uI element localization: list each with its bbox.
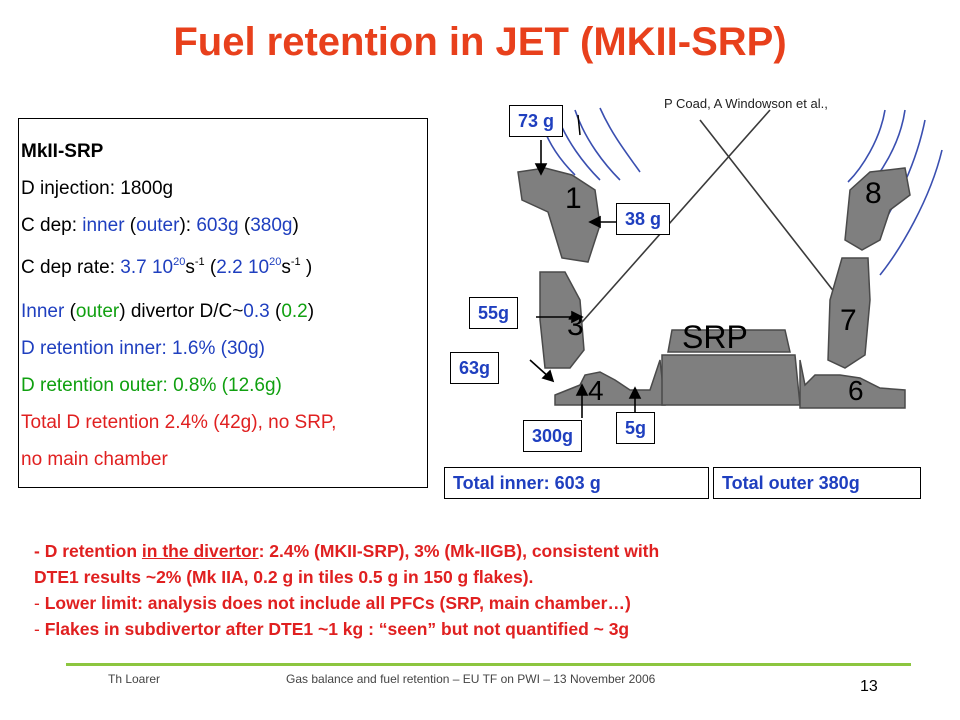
rate-inner-unit: s [185,257,195,278]
rate-inner-unit-exp: -1 [194,256,205,268]
footer-event: Gas balance and fuel retention – EU TF o… [286,672,656,686]
field-line [574,109,621,181]
total-retention-line-1: Total D retention 2.4% (42g), no SRP, [21,412,337,433]
c-dep-prefix: C dep: [21,215,83,236]
dc-sep: ( [64,301,76,322]
field-line [599,107,641,173]
c-dep-end: ) [292,215,299,236]
tile-6 [799,359,906,409]
divertor-tiles [517,167,911,409]
bullet-dash: - [34,619,45,639]
rate-inner-mantissa: 3.7 10 [120,257,174,278]
arrowhead [588,215,601,229]
c-dep-outer-word: outer [136,215,180,236]
dc-ratio-line: Inner (outer) divertor D/C~0.3 (0.2) [21,293,427,330]
dc-end: ) [307,301,315,322]
dc-inner-word: Inner [21,301,65,322]
tile-number: 8 [865,177,882,210]
bullet-2-text: Lower limit: analysis does not include a… [44,593,631,613]
rate-outer-mantissa: 2.2 10 [216,257,270,278]
dc-outer-value: 0.2 [281,301,308,322]
label-total-inner: Total inner: 603 g [444,467,709,499]
tile-3 [539,271,585,369]
tile-1 [517,167,601,263]
bullet-dash: - [34,593,45,613]
tile-number: 6 [848,375,864,406]
c-dep-sep: ): [179,215,197,236]
summary-box: MkII-SRP D injection: 1800g C dep: inner… [18,118,428,488]
rate-outer-unit-exp: -1 [290,256,301,268]
rate-outer: 2.2 1020 [216,256,282,278]
tile-number: 4 [588,375,604,406]
d-retention-outer: D retention outer: 0.8% (12.6g) [21,375,282,396]
bullet-1-underlined: in the divertor [141,541,259,561]
label-total-outer: Total outer 380g [713,467,921,499]
bullet-1-cont: DTE1 results ~2% (Mk IIA, 0.2 g in tiles… [34,567,534,587]
arrowhead [534,163,548,176]
tile-number: 7 [840,304,857,337]
dc-sep: ( [269,301,282,322]
total-retention-line-2: no main chamber [21,449,168,470]
rate-outer-unit: s [281,257,291,278]
c-dep-sep: ( [238,215,251,236]
c-dep-inner-word: inner [82,215,125,236]
summary-heading: MkII-SRP [21,141,104,162]
label-300g: 300g [523,420,583,452]
tile-8 [844,167,911,251]
arrowhead [571,310,584,324]
arrowhead [575,383,589,396]
page-number: 13 [860,678,878,695]
rate-sep: ( [204,257,217,278]
c-dep-line: C dep: inner (outer): 603g (380g) [21,207,427,244]
d-retention-inner: D retention inner: 1.6% (30g) [21,338,265,359]
rate-prefix: C dep rate: [21,257,121,278]
arrowhead [628,386,642,399]
bullet-3-text: Flakes in subdivertor after DTE1 ~1 kg :… [44,619,630,639]
tile-7 [827,257,871,369]
footer-rule [66,663,911,666]
rate-inner: 3.7 1020 [120,256,186,278]
field-line [847,109,886,183]
c-dep-sep: ( [124,215,137,236]
dc-mid: ) divertor D/C~ [119,301,244,322]
bullet-1: - D retention in the divertor: 2.4% (MKI… [34,538,934,564]
bullet-2: - Lower limit: analysis does not include… [34,590,934,616]
bullet-1-part: - D retention [34,541,142,561]
rate-inner-exp: 20 [173,256,186,268]
label-55g: 55g [469,297,519,329]
slide-title: Fuel retention in JET (MKII-SRP) [173,20,787,64]
conclusions: - D retention in the divertor: 2.4% (MKI… [34,538,934,642]
separatrix-leg-inner [574,109,771,331]
footer-author: Th Loarer [108,672,161,686]
rate-end: ) [300,257,313,278]
srp-tile [661,354,801,406]
c-dep-inner-value: 603g [196,215,239,236]
c-dep-rate-line: C dep rate: 3.7 1020s-1 (2.2 1020s-1 ) [21,244,427,281]
arrowhead [541,369,555,383]
tile-number: 1 [565,182,582,215]
c-dep-outer-value: 380g [250,215,293,236]
label-5g: 5g [616,412,656,444]
srp-top [667,329,791,353]
dc-outer-word: outer [75,301,120,322]
credit-text: P Coad, A Windowson et al., [664,96,828,111]
srp-label: SRP [682,319,748,355]
bullet-3: - Flakes in subdivertor after DTE1 ~1 kg… [34,616,934,642]
bullet-1-part: : 2.4% (MKII-SRP), 3% (Mk-IIGB), consist… [258,541,660,561]
label-63g: 63g [450,352,500,384]
dc-inner-value: 0.3 [243,301,270,322]
field-line [879,149,943,276]
label-38g: 38 g [616,203,671,235]
label-73g: 73 g [509,105,564,137]
rate-outer-exp: 20 [269,256,282,268]
tick-mark [577,114,581,136]
d-injection: D injection: 1800g [21,178,174,199]
